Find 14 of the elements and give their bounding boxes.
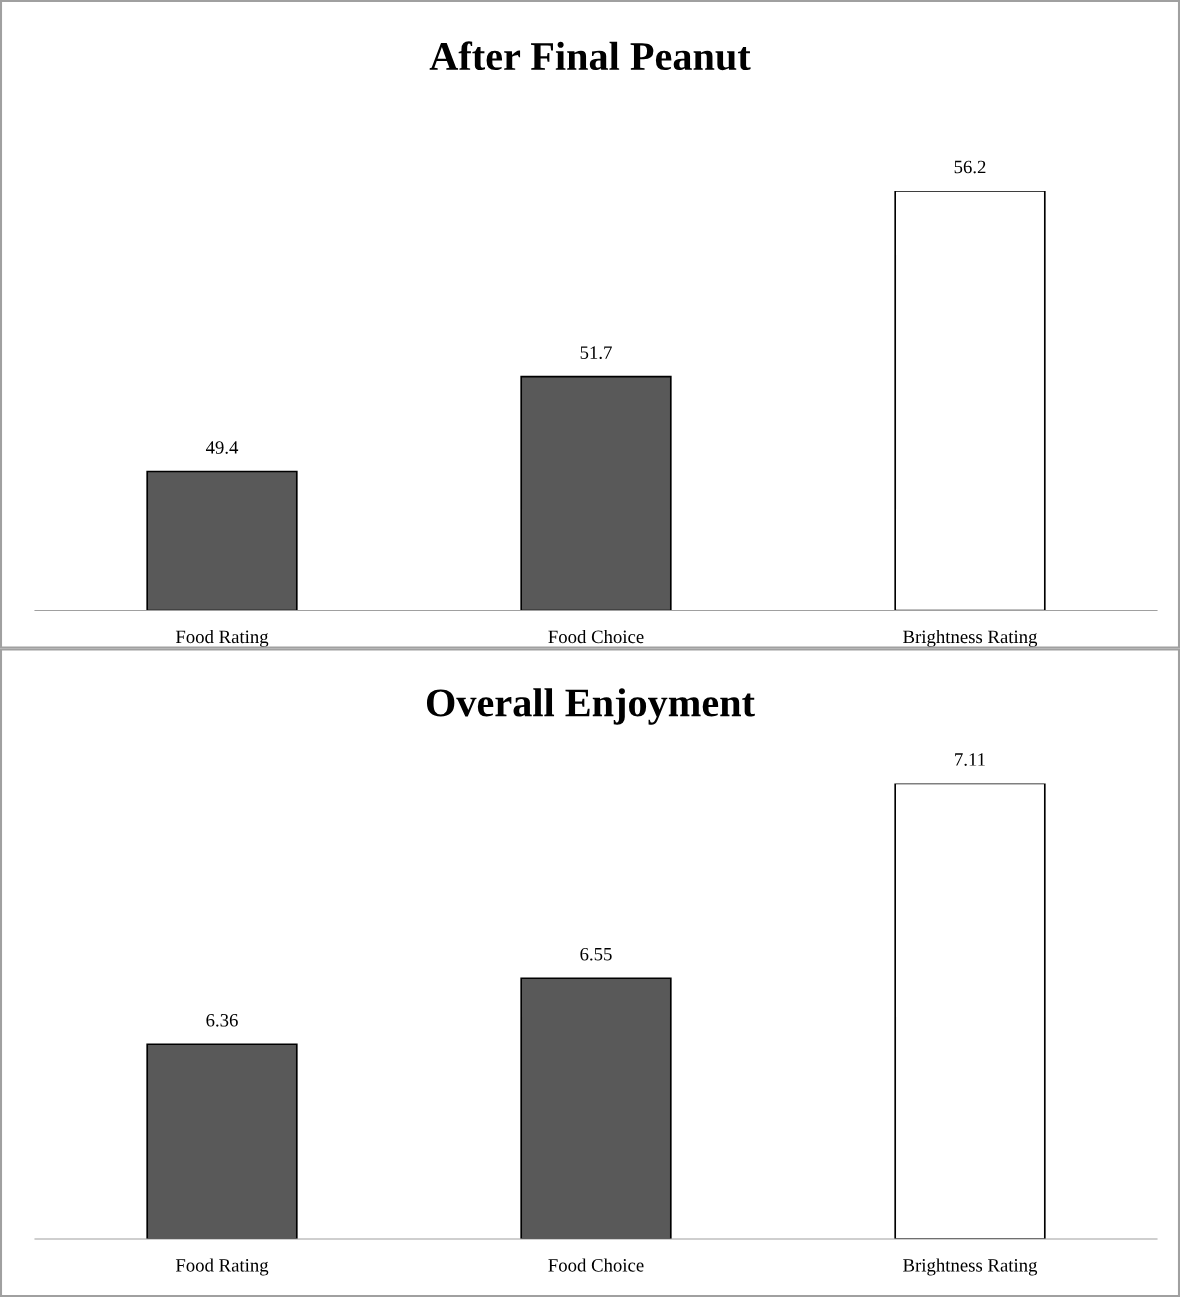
x-tick-label: Food Choice	[548, 1258, 644, 1272]
x-tick-label: Food Choice	[548, 629, 644, 644]
data-label: 6.55	[580, 947, 612, 961]
chart-title: After Final Peanut	[429, 41, 751, 71]
x-tick-label: Food Rating	[175, 1258, 269, 1276]
data-label: 7.11	[955, 753, 985, 766]
data-label: 6.36	[206, 1013, 238, 1027]
data-label: 51.7	[580, 346, 612, 359]
chart-title: Overall Enjoyment	[426, 688, 755, 725]
data-label: 49.4	[205, 441, 239, 454]
x-tick-label: Brightness Rating	[903, 629, 1038, 647]
data-label: 56.2	[954, 160, 986, 174]
x-tick-label: Brightness Rating	[903, 1258, 1038, 1276]
x-tick-label: Food Rating	[175, 629, 269, 647]
